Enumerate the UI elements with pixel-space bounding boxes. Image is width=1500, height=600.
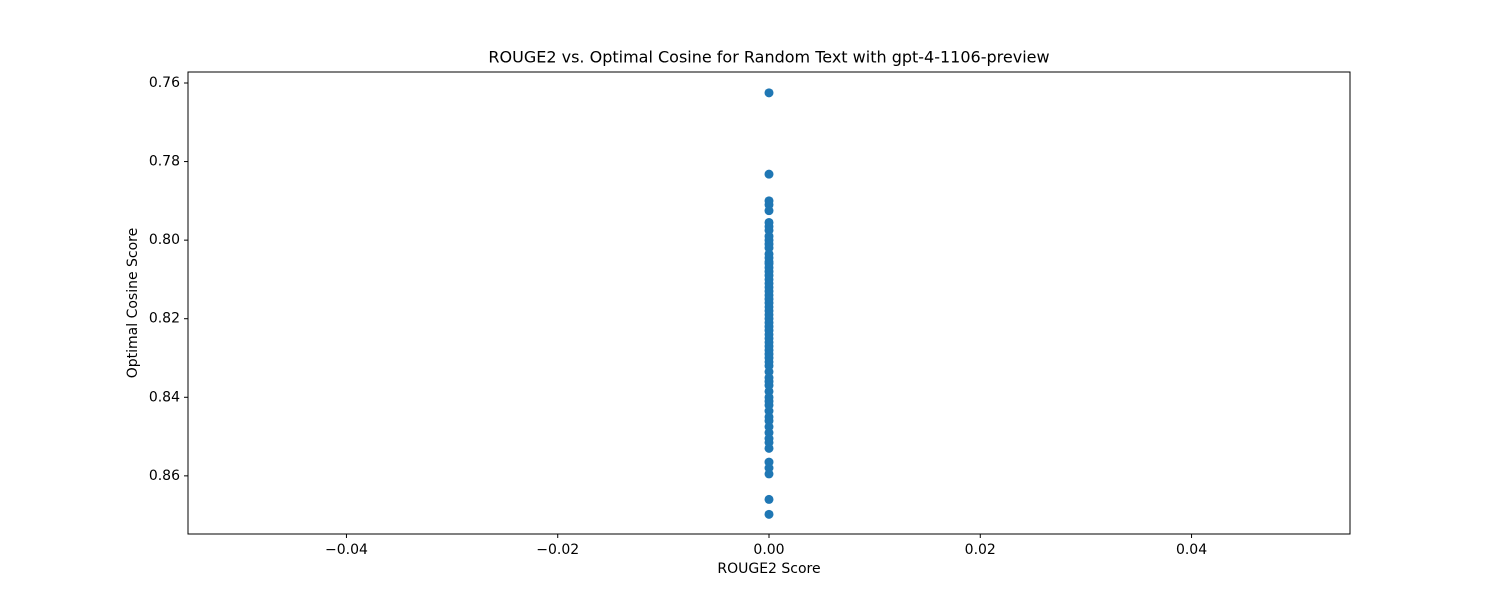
y-tick-label: 0.86: [149, 468, 180, 484]
x-tick-label: 0.00: [753, 542, 784, 558]
point: [764, 206, 774, 216]
chart-title: ROUGE2 vs. Optimal Cosine for Random Tex…: [488, 48, 1049, 67]
point: [764, 443, 774, 453]
x-tick-label: 0.04: [1176, 542, 1207, 558]
x-tick-label: −0.04: [325, 542, 368, 558]
x-axis-label: ROUGE2 Score: [717, 561, 820, 577]
y-axis-label: Optimal Cosine Score: [125, 228, 141, 379]
point: [764, 169, 774, 179]
y-tick-label: 0.80: [149, 232, 180, 248]
y-tick-label: 0.84: [149, 389, 180, 405]
x-tick-label: 0.02: [965, 542, 996, 558]
point: [764, 509, 774, 519]
y-tick-label: 0.76: [149, 75, 180, 91]
point: [764, 494, 774, 504]
x-tick-label: −0.02: [536, 542, 579, 558]
point: [764, 469, 774, 479]
y-tick-label: 0.82: [149, 311, 180, 327]
point: [764, 88, 774, 98]
y-tick-label: 0.78: [149, 154, 180, 170]
